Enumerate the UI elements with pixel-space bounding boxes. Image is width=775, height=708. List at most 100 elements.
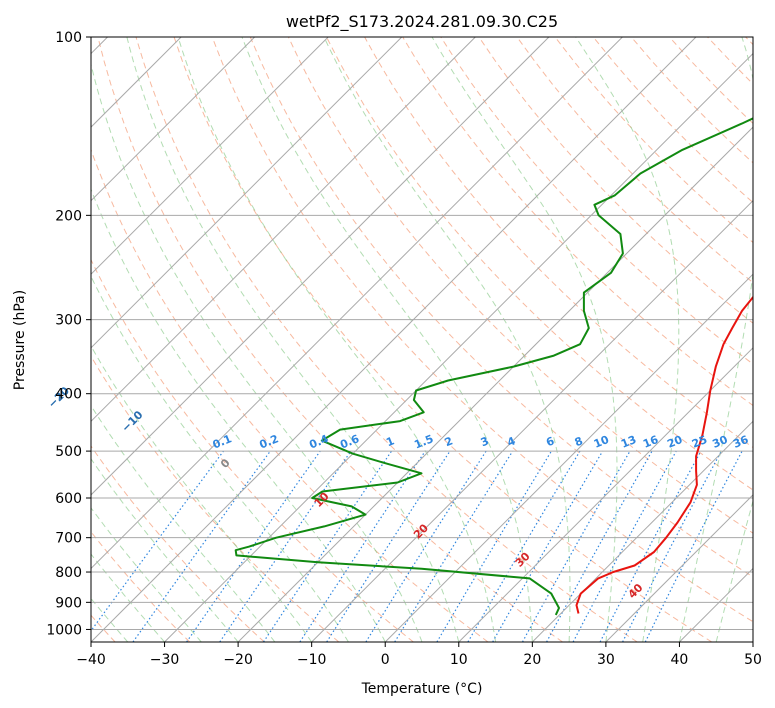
dry-adiabat-line [669,37,753,125]
dry-adiabat-line [173,37,713,642]
mixing-ratio-label: 25 [690,433,709,451]
y-axis-ticks: 100 200 300 400 500 600 700 800 900 1000 [46,30,91,638]
moist-adiabat-line [91,404,276,642]
x-tick-label: 20 [523,652,541,668]
x-tick-label: −20 [223,652,253,668]
mixing-ratio-line [572,450,677,642]
isotherm-line [531,420,753,642]
mixing-ratio-line [132,450,271,642]
mixing-ratio-line [326,450,451,642]
moist-adiabat-line [575,37,680,642]
isotherm-line [91,37,403,349]
isotherm-line [91,37,550,496]
isotherm-line [605,494,753,642]
moist-adiabat-line [715,498,753,642]
mixing-ratio-line [599,450,702,642]
moist-adiabat-line [91,507,202,642]
mixing-ratio-line [467,450,581,642]
mixing-ratio-line [262,450,392,642]
isotherm-line [384,273,753,642]
dry-adiabat-line [91,258,414,642]
mixing-ratio-label: 13 [619,433,638,451]
moist-adiabat-line [177,37,497,642]
temperature-line [575,295,753,614]
moist-adiabat-line [91,188,386,642]
isotherm-line [311,199,753,642]
mixing-ratio-label: 0.1 [211,432,234,451]
isotherm-line [237,126,753,642]
dry-adiabat-line [91,148,489,642]
mixing-ratio-line [91,450,224,632]
dry-adiabat-label: 30 [513,549,533,569]
moist-adiabat-line [91,62,423,642]
y-tick-label: 400 [55,387,82,403]
mixing-ratio-label: 30 [711,433,730,451]
x-tick-label: 30 [597,652,615,668]
x-tick-label: 0 [381,652,390,668]
moist-adiabat-line [91,457,239,642]
dry-adiabat-label: −30 [0,358,2,385]
mixing-ratio-label: 3 [479,434,491,449]
mixing-ratio-label: 20 [665,433,684,451]
mixing-ratio-label: 0.2 [258,432,281,451]
isotherm-line [91,37,623,570]
dry-adiabat-line [287,37,753,534]
dry-adiabat-line [211,37,753,623]
dry-adiabat-line [91,445,265,642]
y-tick-label: 700 [55,531,82,547]
x-tick-label: 50 [744,652,762,668]
x-tick-label: 40 [671,652,689,668]
moist-adiabat-line [91,275,349,642]
mixing-ratio-label: 2 [443,434,455,449]
isotherm-line [458,347,753,642]
mixing-ratio-line [219,450,352,642]
moist-adiabat-line [91,597,129,642]
y-tick-label: 900 [55,595,82,611]
moist-adiabat-line [126,37,460,642]
moist-adiabat-line [678,37,753,642]
mixing-ratio-line [365,450,487,642]
isotherm-line [91,37,329,275]
dry-adiabat-line [249,37,753,578]
moist-adiabat-line [91,553,165,642]
dry-adiabat-line [97,37,563,642]
y-tick-label: 300 [55,313,82,329]
mixing-ratio-line [521,450,631,642]
mixing-ratio-label: 10 [592,433,611,451]
dry-adiabat-line [135,37,638,642]
isotherm-line [91,37,697,642]
mixing-ratio-label: 16 [641,433,660,451]
dry-adiabat-line [745,37,753,46]
isotherm-line [91,37,476,423]
isotherm-line [752,641,753,642]
mixing-ratio-line [436,450,553,642]
dry-adiabat-label: 40 [626,581,646,601]
y-tick-label: 600 [55,491,82,507]
dry-adiabat-line [592,37,753,204]
x-axis-label: Temperature (°C) [361,681,483,697]
mixing-ratio-line [644,450,743,642]
dry-adiabat-line [516,37,753,284]
dewpoint-line [234,117,753,616]
y-axis-label: Pressure (hPa) [12,290,28,390]
y-tick-label: 200 [55,208,82,224]
mixing-ratio-line [186,450,321,642]
y-tick-label: 800 [55,565,82,581]
profile-lines [234,117,753,616]
moist-adiabat-line [323,37,571,642]
dry-adiabat-label: 10 [312,490,332,510]
x-tick-label: −10 [297,652,327,668]
dry-adiabat-line [91,355,340,642]
moist-adiabat-line [431,37,618,642]
chart-title: wetPf2_S173.2024.281.09.30.C25 [286,12,558,32]
mixing-ratio-label: 8 [573,434,585,449]
grid-lines [91,37,753,642]
mixing-ratio-label: 1 [384,434,396,449]
mixing-ratio-label: 0.4 [307,432,330,451]
moist-adiabat-line [241,37,533,642]
dry-adiabat-label: −10 [119,408,146,435]
dry-adiabat-line [554,37,753,244]
y-tick-label: 100 [55,30,82,46]
reference-line-labels: 0.10.20.40.611.52346810131620253036−100−… [0,358,751,602]
